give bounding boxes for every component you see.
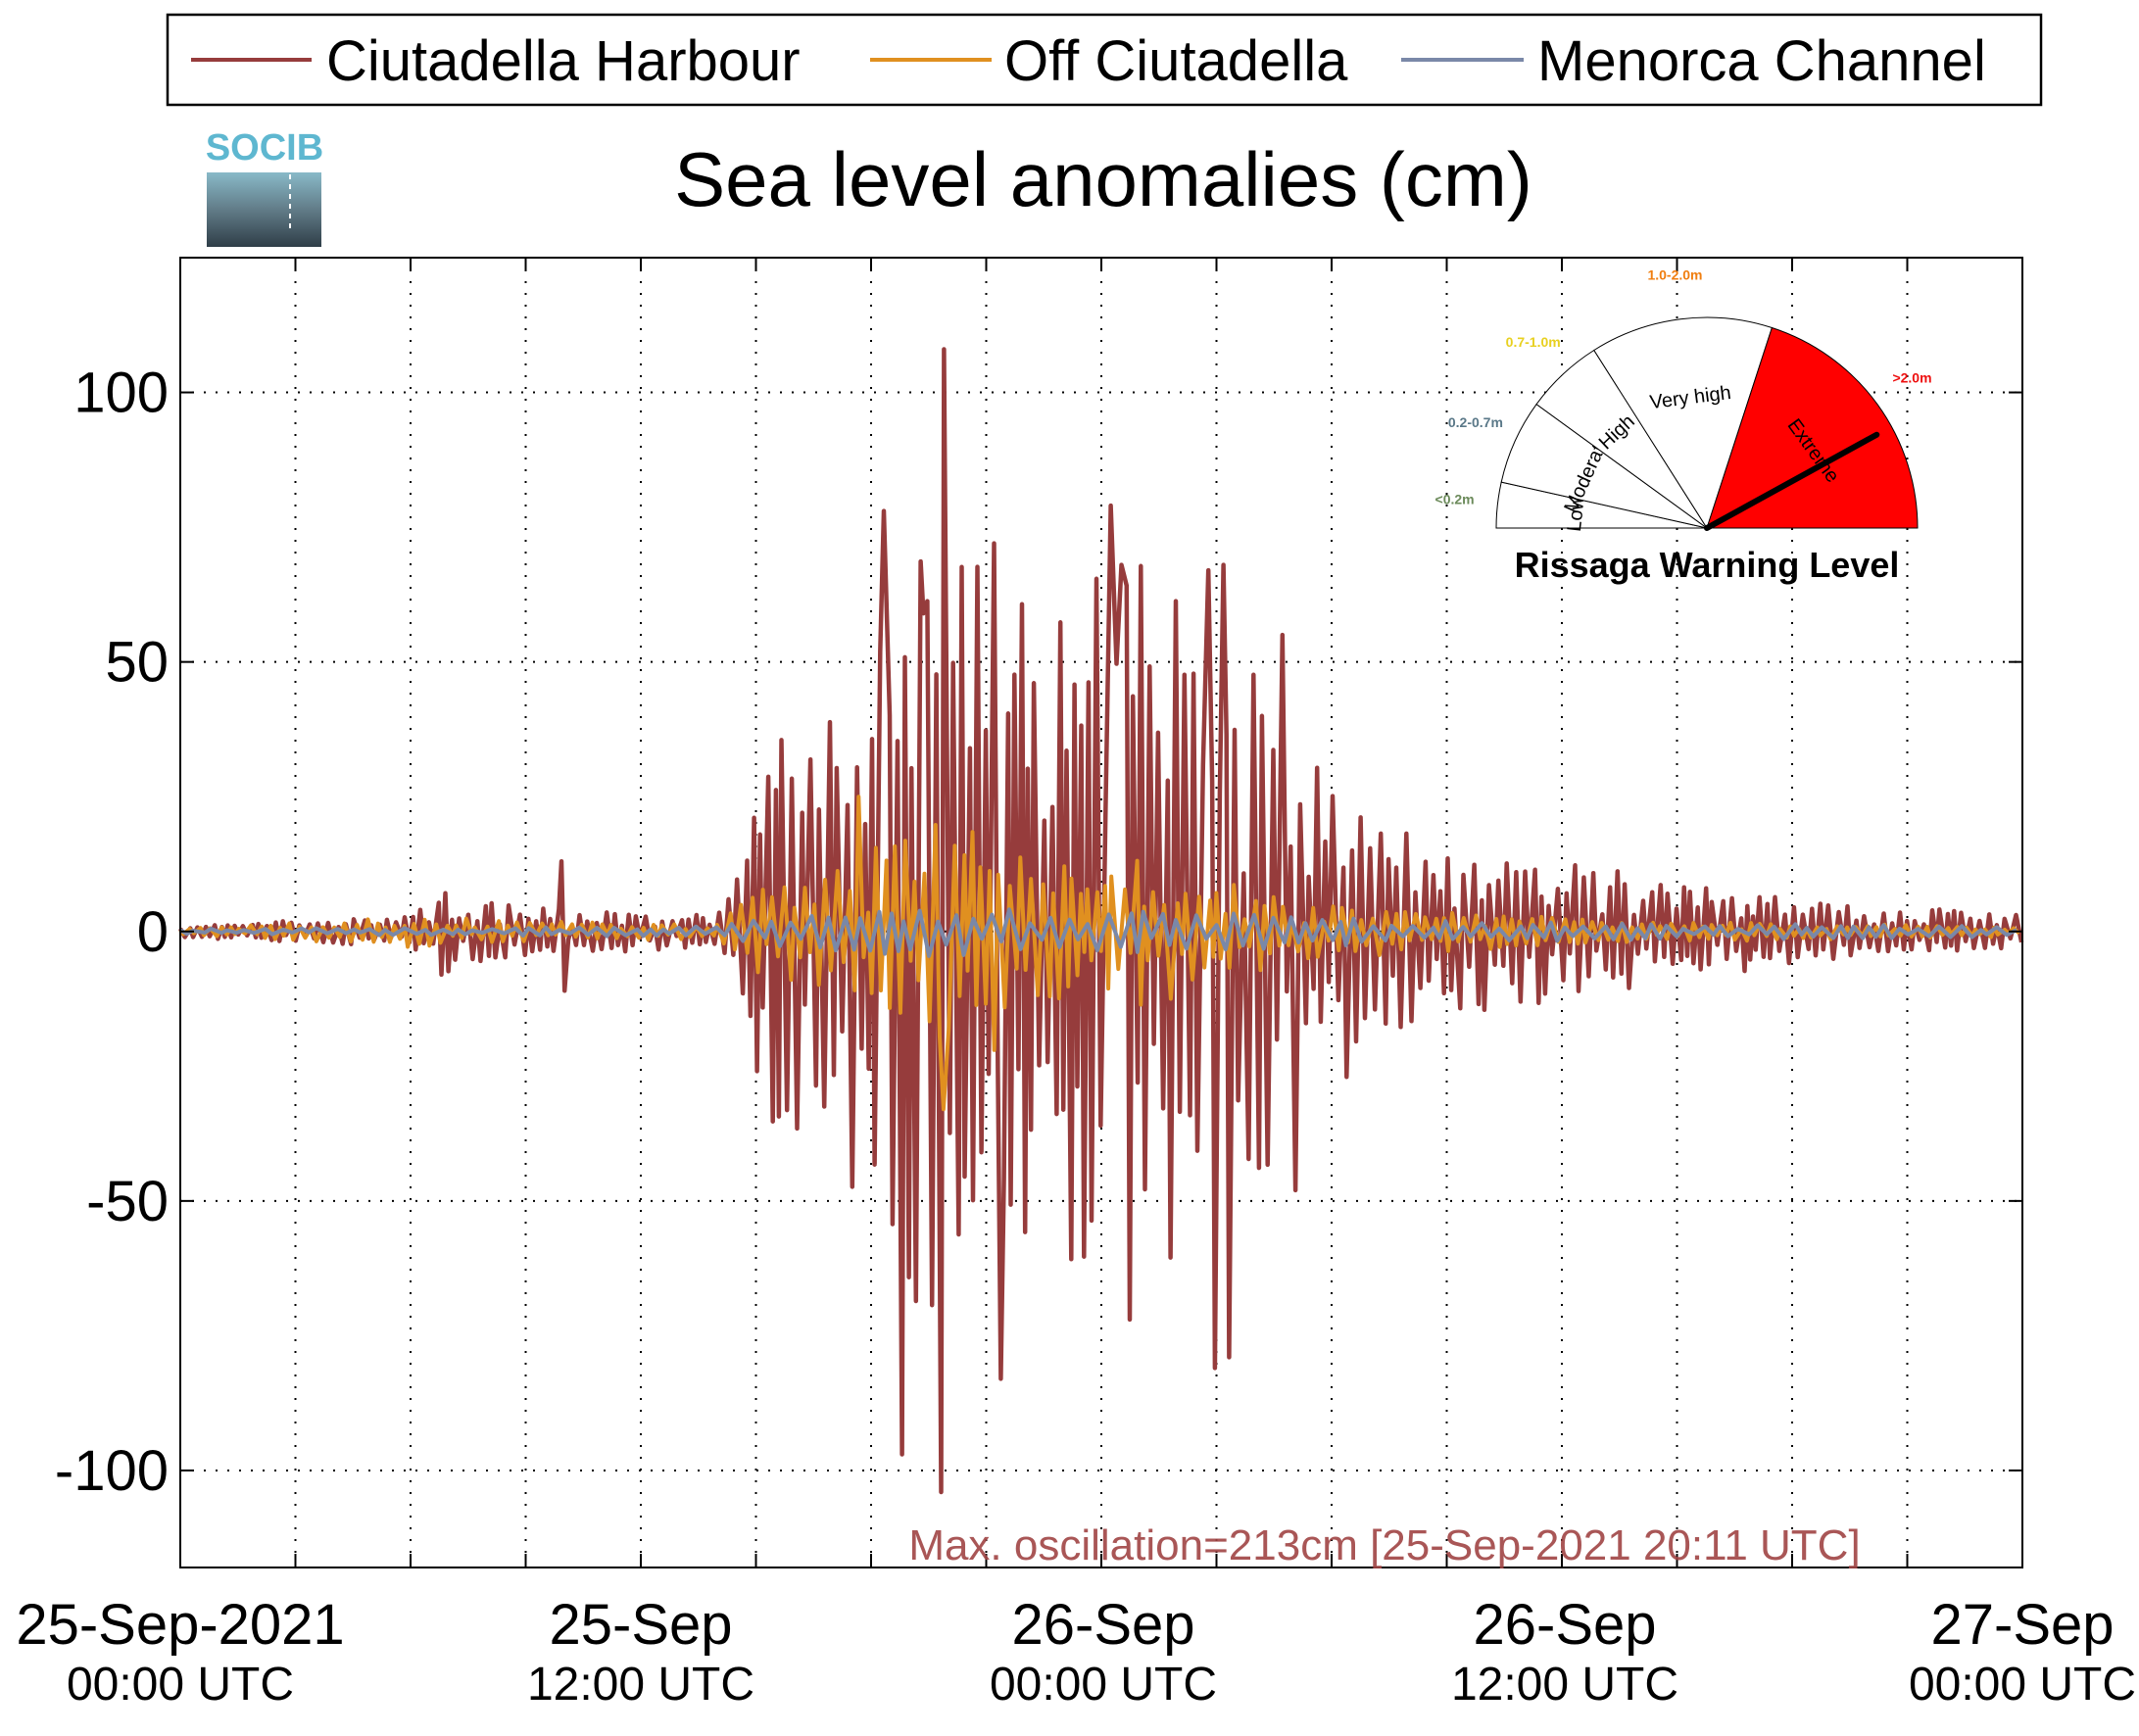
x-tick-label-date: 25-Sep	[549, 1593, 732, 1657]
chart-title: Sea level anomalies (cm)	[674, 136, 1532, 222]
gauge-needle	[1704, 431, 1880, 531]
x-tick-label-date: 25-Sep-2021	[16, 1593, 344, 1657]
legend-box	[166, 13, 2043, 107]
socib-logo-block	[207, 167, 321, 247]
y-tick-label: 100	[73, 362, 169, 425]
gauge-sector-extreme	[1706, 326, 1919, 529]
y-axis: -100 -50 0 50 100	[55, 362, 2022, 1503]
x-tick-label-date: 26-Sep	[1011, 1593, 1194, 1657]
y-tick-label: 0	[137, 900, 169, 964]
series-line-menorca-channel	[178, 907, 2018, 958]
x-tick-label-date: 27-Sep	[1930, 1593, 2114, 1657]
gauge-range-label: >2.0m	[1892, 370, 1931, 386]
legend: Ciutadella Harbour Off Ciutadella Menorc…	[166, 13, 2043, 107]
series-layer	[178, 347, 2024, 1495]
x-tick-label-time: 12:00 UTC	[527, 1659, 754, 1711]
gauge-range-label: 1.0-2.0m	[1647, 267, 1702, 283]
gauge-range-label: <0.2m	[1435, 491, 1475, 506]
socib-logo: SOCIB	[206, 127, 323, 247]
socib-logo-text: SOCIB	[206, 127, 323, 169]
gauge-title: Rissaga Warning Level	[1515, 545, 1900, 585]
x-tick-label-time: 00:00 UTC	[1909, 1659, 2136, 1711]
x-tick-label-date: 26-Sep	[1473, 1593, 1656, 1657]
y-tick-label: -50	[86, 1170, 169, 1233]
legend-label-ciutadella-harbour: Ciutadella Harbour	[326, 29, 801, 93]
gauge-range-label: 0.2-0.7m	[1448, 414, 1503, 430]
legend-label-off-ciutadella: Off Ciutadella	[1004, 29, 1348, 93]
max-oscillation-annotation: Max. oscillation=213cm [25-Sep-2021 20:1…	[908, 1521, 1860, 1569]
x-tick-label-time: 00:00 UTC	[990, 1659, 1217, 1711]
gauge-sector-very-high	[1593, 316, 1774, 530]
y-tick-label: 50	[105, 631, 169, 695]
gauge-range-label: 0.7-1.0m	[1506, 334, 1561, 350]
legend-label-menorca-channel: Menorca Channel	[1537, 29, 1986, 93]
x-tick-label-time: 12:00 UTC	[1451, 1659, 1678, 1711]
x-tick-label-time: 00:00 UTC	[67, 1659, 294, 1711]
y-tick-label: -100	[55, 1439, 169, 1503]
